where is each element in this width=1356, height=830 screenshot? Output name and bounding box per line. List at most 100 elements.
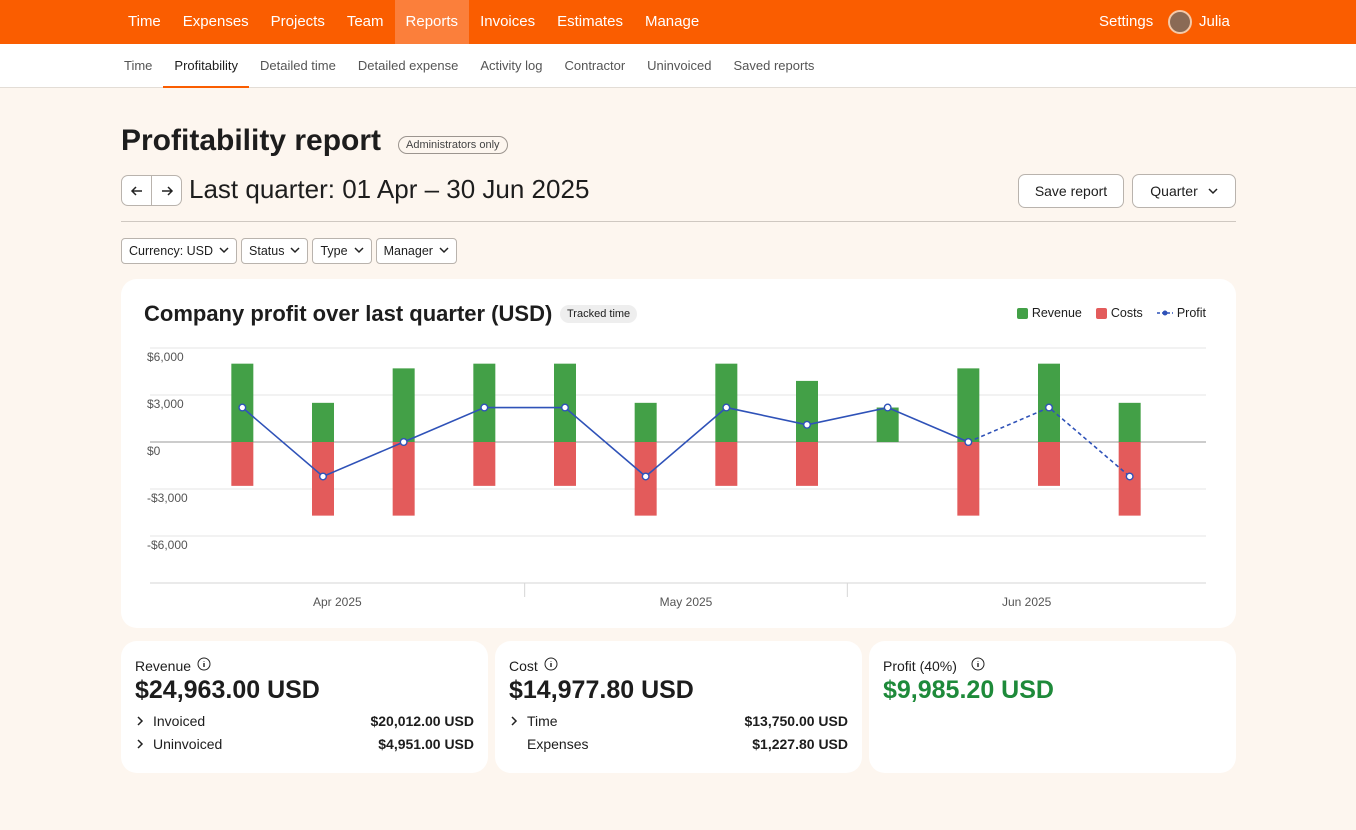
sub-nav-item[interactable]: Saved reports [733,58,815,73]
summary-card: Revenue $24,963.00 USD Invoiced $20,012.00 … [121,641,488,773]
bar [231,442,254,486]
nav-item[interactable]: Team [346,13,384,30]
y-tick-label: $6,000 [147,350,184,364]
chart: $6,000 $3,000 $0 -$3,000 -$6,000 Apr 2025 May … [147,347,1206,609]
summary-row-label: Time [509,713,558,729]
point [480,403,489,412]
nav-item[interactable]: Reports [394,0,470,44]
info-icon[interactable] [544,657,558,674]
prev-button[interactable] [121,175,152,206]
filter-select[interactable]: Currency: USD [121,238,238,264]
legend-item[interactable]: Costs [1095,306,1143,320]
summary-label-text: Revenue [135,657,192,674]
bar [1038,363,1060,442]
bar [715,442,738,486]
filter-label: Currency: USD [129,244,214,258]
sub-nav-item[interactable]: Profitability [163,44,249,88]
summary-card: Profit (40%) $9,985.20 USD [869,641,1236,773]
divider [121,221,1236,222]
summary-row: Expenses $1,227.80 USD [509,736,848,752]
filter-select[interactable]: Manager [375,238,457,264]
nav-item[interactable]: Time [128,13,161,30]
arrow-right [161,185,173,196]
avatar[interactable] [1168,10,1192,34]
legend-item[interactable]: Revenue [1016,306,1082,320]
nav-item[interactable]: Projects [270,13,325,30]
period-select[interactable]: Quarter [1132,174,1236,208]
chart-card: Company profit over last quarter (USD) T… [121,279,1236,628]
sub-nav-item[interactable]: Contractor [564,58,626,73]
x-month-label: Jun 2025 [1002,595,1052,609]
sub-nav-item[interactable]: Uninvoiced [647,58,712,73]
summary-label: Cost [509,657,848,674]
bar [876,407,899,442]
chart-tag: Tracked time [560,305,638,323]
bar [473,363,496,442]
filter-select[interactable]: Status [241,238,309,264]
summary-row[interactable]: Uninvoiced $4,951.00 USD [135,736,474,752]
bar [231,363,254,442]
info-icon[interactable] [971,657,985,674]
summary-row-text: Uninvoiced [153,736,223,752]
bar [715,363,738,442]
point [722,403,731,412]
chevron-right [135,739,145,749]
legend-swatch [1156,308,1173,318]
summary-label-text: Profit (40%) [883,657,957,674]
top-bar [0,0,1356,44]
chevron-down [354,244,364,258]
sub-nav-item[interactable]: Activity log [480,58,543,73]
filter-select[interactable]: Type [312,238,372,264]
next-button[interactable] [151,175,182,206]
sub-nav-item[interactable]: Detailed time [259,58,336,73]
y-tick-label: -$6,000 [147,538,188,552]
summary-row[interactable]: Time $13,750.00 USD [509,713,848,729]
bar [392,368,415,442]
legend-label: Costs [1110,306,1143,320]
page-title: Profitability report [121,124,382,157]
summary-total: $14,977.80 USD [509,676,694,704]
summary-row-label: Uninvoiced [135,736,222,752]
bar [473,442,496,486]
summary-row-label: Invoiced [135,713,205,729]
bar [554,442,576,486]
chevron-down [219,244,229,258]
summary-row-value: $13,750.00 USD [744,713,848,729]
bar [957,368,980,442]
point [399,437,408,446]
filter-label: Type [320,244,348,258]
chevron-right [509,716,519,726]
summary-label: Revenue [135,657,474,674]
summary-row-label: Expenses [509,736,588,752]
nav-item[interactable]: Manage [644,13,700,30]
save-report-button[interactable]: Save report [1018,174,1124,208]
info-icon[interactable] [197,657,211,674]
user-name[interactable]: Julia [1199,13,1230,30]
sub-nav-item[interactable]: Time [124,58,153,73]
line [241,406,969,478]
bar [796,380,818,442]
legend-item[interactable]: Profit [1156,306,1206,320]
summary-label-text: Cost [509,657,538,674]
chart-title: Company profit over last quarter (USD) [144,301,553,326]
settings-link[interactable]: Settings [1099,13,1154,30]
period-label: Quarter [1150,183,1198,199]
filter-label: Manager [383,244,433,258]
main-nav: Time Expenses Projects Team Reports Invoices E… [117,0,710,44]
point [964,437,973,446]
point [1045,403,1054,412]
legend-swatch [1095,307,1107,319]
summary-total: $24,963.00 USD [135,676,320,704]
point [318,472,327,481]
summary-label: Profit (40%) [883,657,1222,674]
point [1125,472,1134,481]
date-range: Last quarter: 01 Apr – 30 Jun 2025 [189,174,590,204]
summary-row[interactable]: Invoiced $20,012.00 USD [135,713,474,729]
y-tick-label: $0 [147,444,161,458]
nav-item[interactable]: Invoices [480,13,536,30]
chevron-right [135,716,145,726]
nav-item[interactable]: Expenses [182,13,249,30]
sub-nav-item[interactable]: Detailed expense [357,58,459,73]
nav-item[interactable]: Estimates [557,13,623,30]
